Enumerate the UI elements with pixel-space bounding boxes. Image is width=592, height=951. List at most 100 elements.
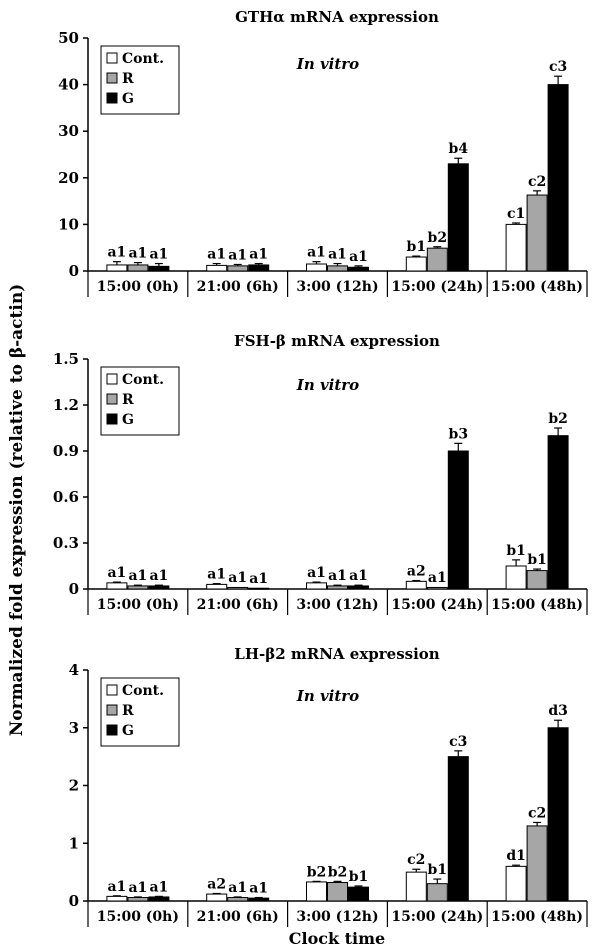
bar-g	[547, 435, 569, 590]
bar-cont	[306, 263, 327, 272]
significance-letter: b1	[527, 552, 547, 568]
bar-r	[227, 265, 249, 272]
x-tick-label: 15:00 (0h)	[97, 909, 179, 925]
x-tick-label: 15:00 (48h)	[491, 909, 583, 925]
legend-swatch	[106, 72, 118, 84]
x-tick-label: 15:00 (24h)	[391, 909, 483, 925]
legend-swatch	[106, 92, 118, 104]
significance-letter: a1	[107, 565, 126, 581]
bar-cont	[206, 893, 228, 902]
legend-swatch	[106, 724, 118, 736]
bar-r	[327, 265, 348, 272]
bar-r	[426, 586, 448, 590]
bar-g	[547, 84, 569, 272]
bar-cont	[405, 256, 427, 272]
legend-label: Cont.	[122, 372, 164, 388]
x-tick-label: 15:00 (24h)	[391, 279, 483, 295]
y-tick-label: 10	[58, 215, 79, 233]
x-tick-label: 15:00 (48h)	[491, 597, 583, 613]
significance-letter: a1	[349, 249, 368, 265]
bar-cont	[206, 264, 228, 272]
significance-letter: c2	[407, 852, 425, 868]
significance-letter: a1	[249, 571, 268, 587]
significance-letter: a1	[228, 570, 247, 586]
significance-letter: d1	[506, 848, 526, 864]
bar-cont	[505, 223, 527, 272]
annotation-in-vitro: In vitro	[296, 55, 359, 73]
bar-cont	[405, 580, 427, 590]
bar-cont	[405, 871, 427, 902]
bar-r	[327, 882, 348, 902]
chart-title: LH-β2 mRNA expression	[234, 645, 439, 663]
legend-label: Cont.	[122, 683, 164, 699]
significance-letter: b2	[428, 230, 448, 246]
x-tick-label: 15:00 (24h)	[391, 597, 483, 613]
significance-letter: c3	[549, 59, 567, 75]
significance-letter: a1	[228, 247, 247, 263]
bar-cont	[106, 264, 128, 272]
bar-r	[327, 585, 348, 590]
legend-label: R	[122, 703, 134, 719]
significance-letter: b2	[548, 411, 568, 427]
y-tick-label: 0.3	[53, 534, 79, 552]
legend-swatch	[106, 413, 118, 425]
legend-label: Cont.	[122, 51, 164, 67]
significance-letter: a1	[128, 568, 147, 584]
bar-r	[127, 897, 149, 902]
legend-label: G	[122, 91, 134, 107]
x-tick-label: 15:00 (0h)	[97, 597, 179, 613]
significance-letter: a2	[207, 876, 226, 892]
y-tick-label: 40	[58, 76, 79, 94]
bar-cont	[505, 865, 527, 902]
bar-r	[127, 585, 149, 590]
significance-letter: b2	[307, 864, 327, 880]
bar-g	[447, 756, 469, 902]
significance-letter: c3	[449, 734, 467, 750]
significance-letter: b1	[407, 239, 427, 255]
y-axis-label: Normalized fold expression (relative to …	[7, 284, 27, 737]
y-tick-label: 1.5	[53, 350, 79, 368]
legend-swatch	[106, 684, 118, 696]
bar-r	[526, 570, 548, 590]
bar-r	[526, 825, 548, 902]
significance-letter: a1	[149, 568, 168, 584]
bar-cont	[306, 881, 327, 902]
bar-g	[348, 886, 369, 902]
bar-g	[248, 897, 270, 902]
legend-label: R	[122, 71, 134, 87]
significance-letter: b3	[449, 426, 469, 442]
chart-title: FSH-β mRNA expression	[234, 332, 440, 350]
x-tick-label: 21:00 (6h)	[197, 909, 279, 925]
significance-letter: a1	[349, 568, 368, 584]
significance-letter: a1	[107, 245, 126, 261]
legend-label: G	[122, 412, 134, 428]
legend-swatch	[106, 52, 118, 64]
bar-g	[348, 266, 369, 272]
bar-r	[426, 883, 448, 902]
significance-letter: a1	[249, 247, 268, 263]
significance-letter: b1	[428, 862, 448, 878]
significance-letter: a1	[128, 880, 147, 896]
significance-letter: a1	[307, 245, 326, 261]
y-tick-label: 0.9	[53, 442, 79, 460]
chart-title: GTHα mRNA expression	[235, 8, 439, 26]
annotation-in-vitro: In vitro	[296, 376, 359, 394]
significance-letter: a1	[328, 568, 347, 584]
y-tick-label: 20	[58, 169, 79, 187]
significance-letter: b4	[449, 141, 469, 157]
significance-letter: c1	[507, 206, 525, 222]
legend-swatch	[106, 373, 118, 385]
significance-letter: c2	[528, 805, 546, 821]
significance-letter: a1	[207, 567, 226, 583]
significance-letter: a1	[228, 880, 247, 896]
y-tick-label: 0.6	[53, 488, 79, 506]
legend-swatch	[106, 393, 118, 405]
bar-g	[148, 896, 170, 902]
x-tick-label: 21:00 (6h)	[197, 279, 279, 295]
bar-g	[148, 265, 170, 272]
y-tick-label: 0	[69, 580, 79, 598]
bar-r	[227, 897, 249, 902]
legend-swatch	[106, 704, 118, 716]
significance-letter: a2	[407, 564, 426, 580]
